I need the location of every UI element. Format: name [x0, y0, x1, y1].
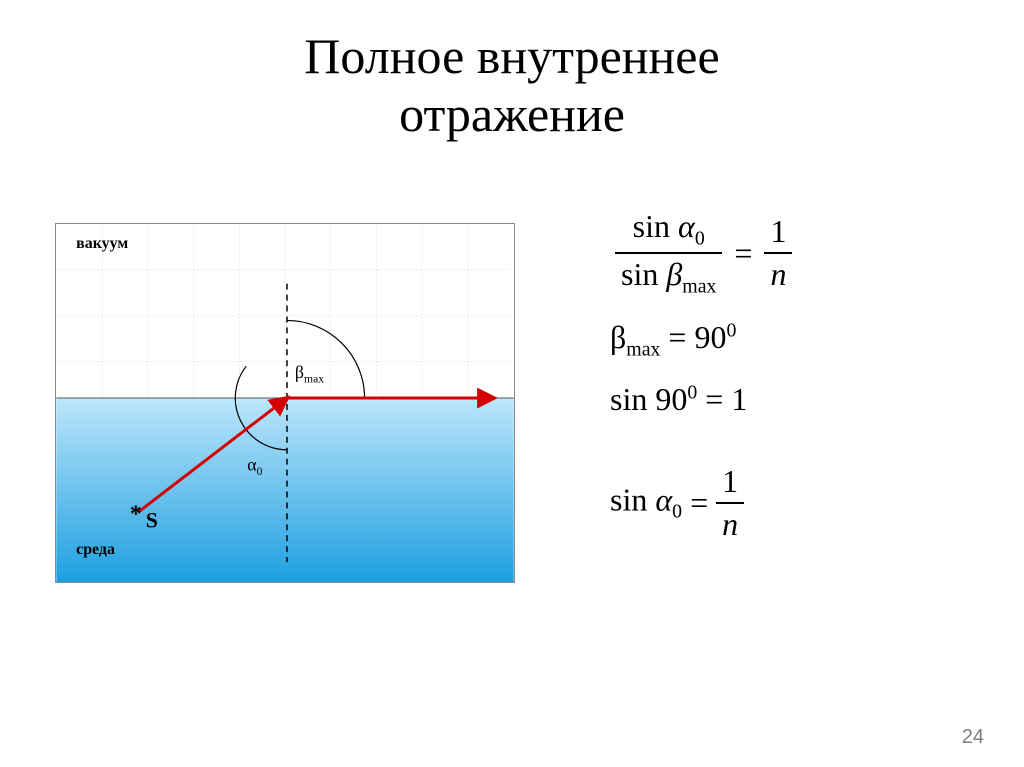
- page-title: Полное внутреннее отражение: [0, 0, 1024, 143]
- formula-ratio: sin α0 sin βmax = 1 n: [615, 208, 970, 299]
- formula-final: sin α0 = 1 n: [610, 463, 970, 543]
- svg-text:*: *: [130, 501, 142, 527]
- page-number: 24: [962, 726, 984, 749]
- svg-text:среда: среда: [76, 541, 115, 558]
- content-area: *вакуумсредаSβmaxα0 sin α0 sin βmax = 1 …: [0, 193, 1024, 753]
- fraction-right: 1 n: [764, 213, 792, 293]
- title-line-2: отражение: [399, 86, 625, 142]
- diagram-svg: *вакуумсредаSβmaxα0: [56, 224, 514, 582]
- svg-text:S: S: [146, 508, 158, 532]
- formulas-block: sin α0 sin βmax = 1 n βmax = 900 sin 900…: [570, 203, 970, 563]
- svg-text:вакуум: вакуум: [76, 235, 128, 252]
- fraction-left: sin α0 sin βmax: [615, 208, 722, 299]
- fraction-final: 1 n: [716, 463, 744, 543]
- title-line-1: Полное внутреннее: [304, 28, 719, 84]
- formula-beta: βmax = 900: [610, 319, 970, 361]
- formula-sin90: sin 900 = 1: [610, 381, 970, 418]
- refraction-diagram: *вакуумсредаSβmaxα0: [55, 223, 515, 583]
